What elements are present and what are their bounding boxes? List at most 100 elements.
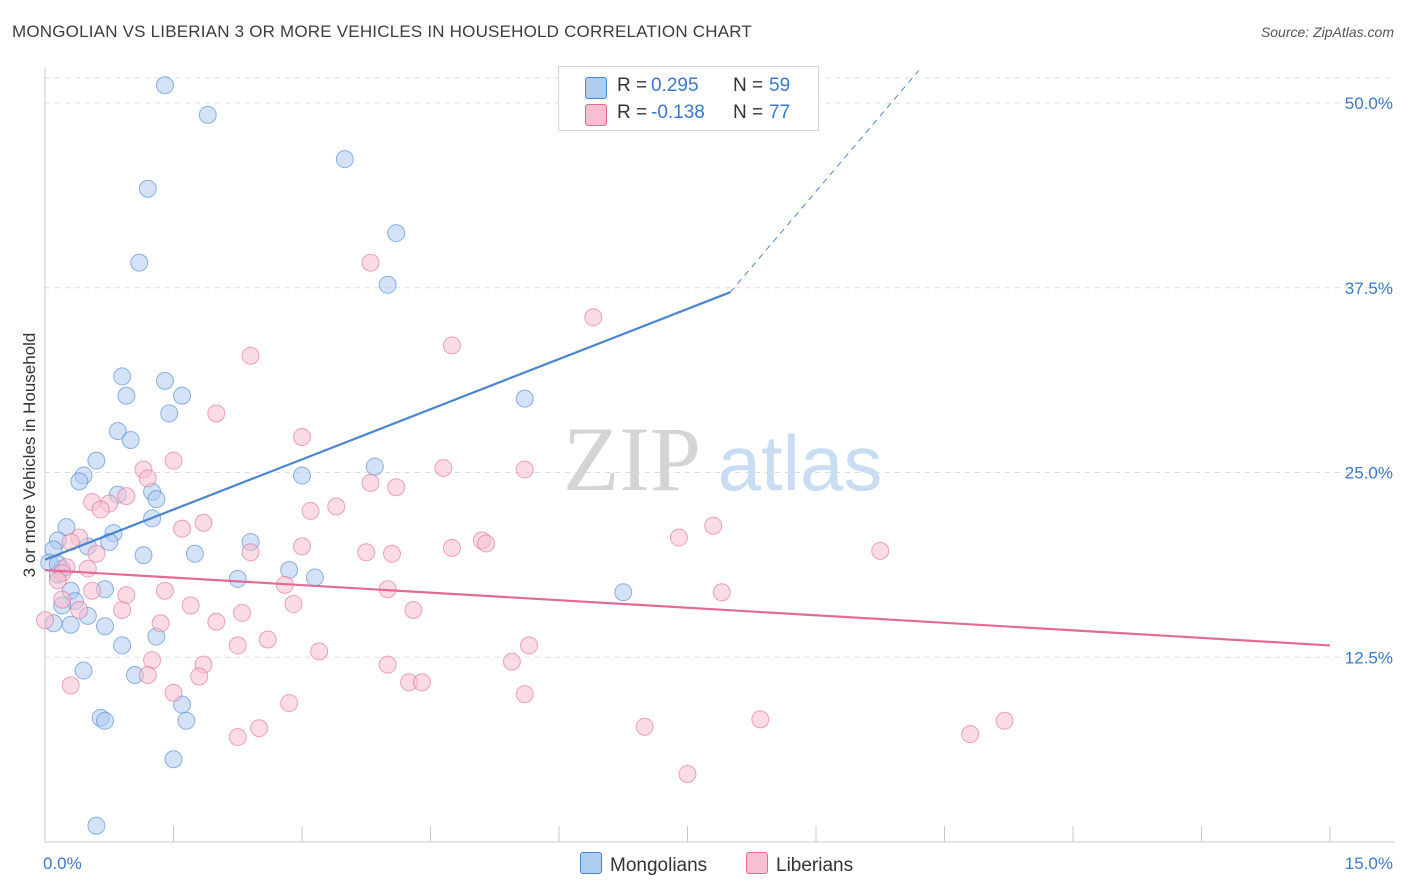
trend-line-extension xyxy=(729,70,920,293)
data-point xyxy=(293,428,311,447)
data-point xyxy=(117,487,136,506)
correlation-legend: R = 0.295 N = 59 R = -0.138 N = 77 xyxy=(558,66,819,131)
data-point xyxy=(751,710,770,729)
liberians-swatch xyxy=(585,104,607,126)
data-point xyxy=(108,422,127,441)
watermark-atlas: atlas xyxy=(718,419,883,507)
data-point xyxy=(155,76,174,95)
data-point xyxy=(233,603,252,622)
data-point xyxy=(284,595,303,614)
data-point xyxy=(87,451,106,470)
data-point xyxy=(113,367,132,386)
data-point xyxy=(365,457,384,476)
data-point xyxy=(361,253,380,272)
n-label: N = xyxy=(733,75,764,96)
trend-lines xyxy=(44,70,1331,647)
y-tick-label: 25.0% xyxy=(1345,464,1393,483)
trend-line xyxy=(44,291,731,561)
data-point xyxy=(36,611,54,630)
data-point xyxy=(130,253,149,272)
watermark: ZIP atlas xyxy=(563,408,882,510)
data-point xyxy=(61,676,80,695)
y-tick-label: 37.5% xyxy=(1345,279,1393,298)
data-point xyxy=(164,750,183,769)
data-point xyxy=(151,614,170,633)
data-point xyxy=(387,224,406,243)
data-point xyxy=(712,583,731,602)
liberians-legend-label: Liberians xyxy=(776,855,854,876)
tick-labels: 12.5% 25.0% 37.5% 50.0% 0.0% 15.0% xyxy=(43,94,1393,873)
data-point xyxy=(164,451,183,470)
data-point xyxy=(515,685,534,704)
data-point xyxy=(442,538,461,557)
watermark-zip: ZIP xyxy=(563,408,701,510)
data-point xyxy=(382,544,401,563)
data-point xyxy=(327,497,346,516)
data-point xyxy=(250,719,269,738)
data-point xyxy=(198,105,217,124)
data-point xyxy=(138,469,157,488)
y-tick-label: 12.5% xyxy=(1345,648,1393,667)
data-point xyxy=(121,430,140,449)
data-point xyxy=(387,478,406,497)
r-label: R = xyxy=(617,102,648,123)
data-point xyxy=(87,544,106,563)
x-tick-label: 0.0% xyxy=(43,854,82,873)
data-point xyxy=(70,600,89,619)
data-point xyxy=(185,544,204,563)
mongolians-legend-swatch xyxy=(580,852,602,874)
data-point xyxy=(515,389,534,408)
data-point xyxy=(190,667,209,686)
x-tick-label: 15.0% xyxy=(1345,854,1393,873)
n-label: N = xyxy=(733,102,764,123)
bottom-legend-liberians: Liberians xyxy=(746,852,853,877)
data-point xyxy=(442,336,461,355)
data-point xyxy=(258,630,277,649)
data-point xyxy=(669,528,688,547)
data-point xyxy=(995,711,1014,730)
data-point xyxy=(95,617,114,636)
data-point xyxy=(138,179,157,198)
r-label: R = xyxy=(617,75,648,96)
data-point xyxy=(404,600,423,619)
data-point xyxy=(70,472,89,491)
data-point xyxy=(678,765,697,784)
data-point xyxy=(293,466,311,485)
data-point xyxy=(378,655,397,674)
mongolians-swatch xyxy=(585,77,607,99)
data-point xyxy=(293,537,311,556)
data-point xyxy=(704,516,723,535)
n-value: 77 xyxy=(769,102,791,123)
trend-line xyxy=(44,568,1331,647)
data-point xyxy=(155,371,174,390)
source-credit: Source: ZipAtlas.com xyxy=(1260,24,1394,40)
data-point xyxy=(614,583,633,602)
axes xyxy=(44,68,1395,843)
data-point xyxy=(53,590,72,609)
data-point xyxy=(83,581,102,600)
chart-title: MONGOLIAN VS LIBERIAN 3 OR MORE VEHICLES… xyxy=(12,22,752,41)
data-point xyxy=(181,596,200,615)
data-point xyxy=(520,636,539,655)
data-point xyxy=(361,473,380,492)
data-point xyxy=(357,543,376,562)
data-point xyxy=(194,513,213,532)
data-point xyxy=(87,816,106,835)
data-point xyxy=(155,581,174,600)
data-point xyxy=(228,728,247,747)
data-point xyxy=(228,636,247,655)
data-point xyxy=(871,541,890,560)
mongolians-points xyxy=(40,76,633,835)
y-tick-label: 50.0% xyxy=(1345,94,1393,113)
data-point xyxy=(310,642,329,661)
data-point xyxy=(502,652,521,671)
liberians-points xyxy=(36,253,1014,784)
data-point xyxy=(584,308,603,327)
data-point xyxy=(515,460,534,479)
data-point xyxy=(301,501,320,520)
bottom-legend-mongolians: Mongolians xyxy=(580,852,707,877)
data-point xyxy=(113,600,132,619)
data-point xyxy=(207,612,226,631)
data-point xyxy=(160,404,179,423)
data-point xyxy=(48,571,67,590)
